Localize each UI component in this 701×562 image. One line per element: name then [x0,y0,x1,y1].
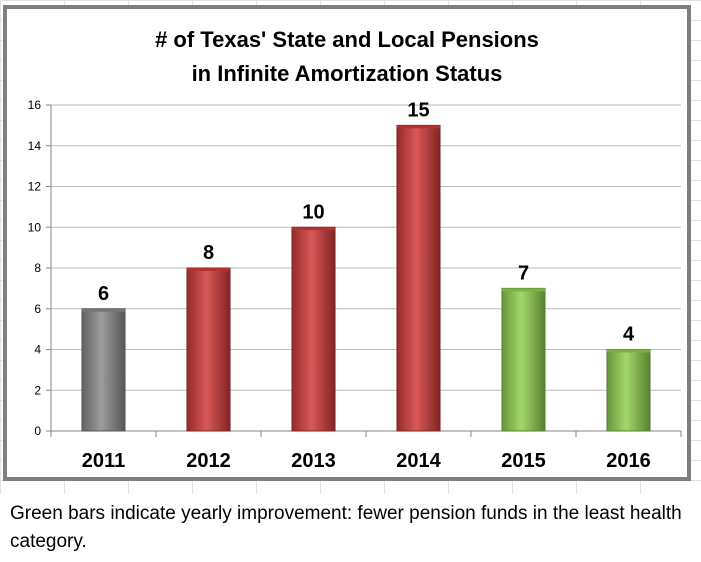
bar [606,349,651,432]
y-tick-label: 2 [34,383,41,397]
bar [396,124,441,432]
bar-top-cap [186,268,231,271]
chart-caption: Green bars indicate yearly improvement: … [10,503,682,552]
bar [291,226,336,432]
chart-title: # of Texas' State and Local Pensions in … [7,23,687,91]
chart-title-line-1: # of Texas' State and Local Pensions [155,27,539,52]
chart-title-line-2: in Infinite Amortization Status [191,61,503,86]
data-label: 15 [407,99,429,121]
bar-top-cap [291,227,336,231]
x-category-label: 2013 [291,450,336,472]
y-tick-label: 14 [28,139,42,153]
bar-top-cap [81,308,126,312]
y-tick-label: 10 [28,220,42,234]
x-category-label: 2011 [82,450,125,472]
bar-top-cap [501,288,546,292]
chart-frame: # of Texas' State and Local Pensions in … [3,5,691,481]
x-category-label: 2016 [606,450,651,472]
y-tick-label: 6 [34,302,41,316]
bar-top-cap [396,125,441,129]
bar [186,267,231,432]
x-category-label: 2012 [186,450,231,472]
data-label: 7 [518,262,529,284]
bar-chart: 0 2 4 6 8 10 12 14 16 6 2011 8 2012 10 2013 15 2014 7 2015… [28,98,682,472]
bar [81,308,126,432]
y-tick-label: 16 [28,98,42,112]
bar [501,287,546,432]
data-label: 10 [302,201,324,223]
data-label: 8 [203,242,214,264]
y-tick-label: 0 [34,424,41,438]
x-category-label: 2015 [501,450,546,472]
y-tick-label: 8 [34,261,41,275]
x-category-label: 2014 [396,450,441,472]
data-label: 6 [98,283,109,305]
y-tick-label: 4 [34,343,41,357]
y-tick-label: 12 [28,180,42,194]
bar-top-cap [606,349,651,353]
data-label: 4 [623,324,635,346]
